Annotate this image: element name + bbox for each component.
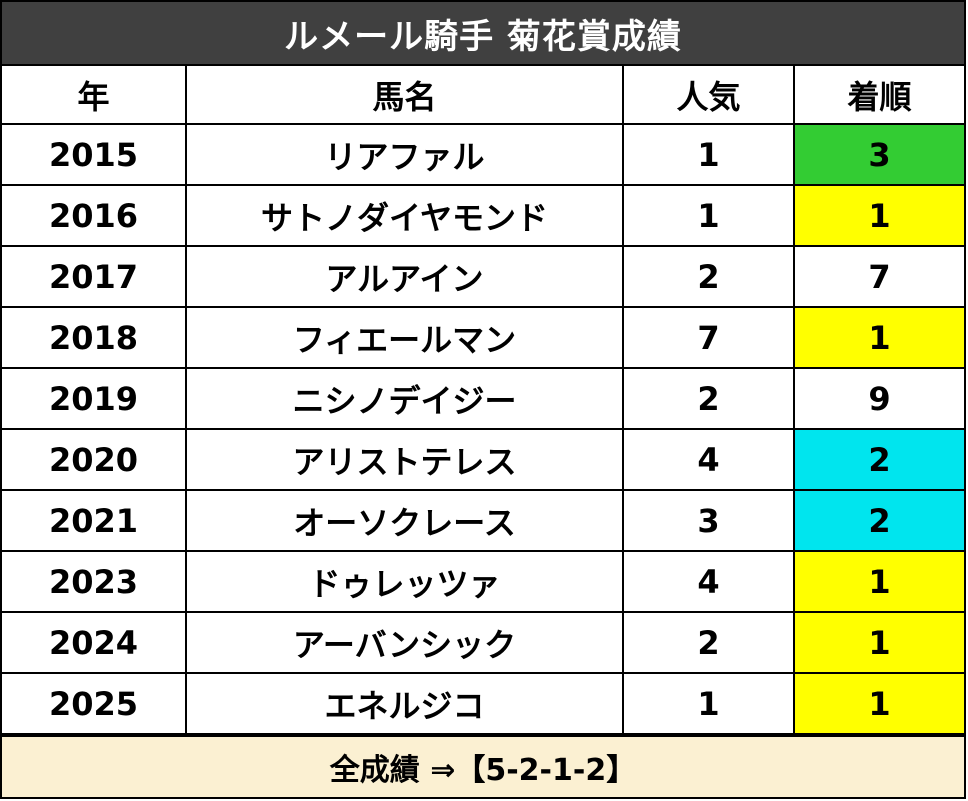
cell-popularity: 3 <box>622 489 795 552</box>
cell-popularity: 1 <box>622 184 795 247</box>
results-table: 年 馬名 人気 着順 2015 リアファル 1 3 2016 サトノダイヤモンド… <box>2 66 964 735</box>
cell-horse: アリストテレス <box>185 428 624 491</box>
cell-year: 2017 <box>2 245 187 308</box>
cell-year: 2015 <box>2 123 187 186</box>
sheet-title: ルメール騎手 菊花賞成績 <box>2 0 964 66</box>
cell-year: 2024 <box>2 611 187 674</box>
table-row: 2021 オーソクレース 3 2 <box>2 489 964 552</box>
header-popularity: 人気 <box>622 66 795 125</box>
cell-year: 2025 <box>2 672 187 735</box>
cell-horse: フィエールマン <box>185 306 624 369</box>
table-row: 2015 リアファル 1 3 <box>2 123 964 186</box>
cell-finish: 1 <box>793 550 964 613</box>
table-row: 2018 フィエールマン 7 1 <box>2 306 964 369</box>
table-row: 2019 ニシノデイジー 2 9 <box>2 367 964 430</box>
cell-horse: リアファル <box>185 123 624 186</box>
cell-popularity: 4 <box>622 550 795 613</box>
cell-popularity: 2 <box>622 367 795 430</box>
cell-finish: 2 <box>793 489 964 552</box>
cell-finish: 1 <box>793 672 964 735</box>
cell-finish: 9 <box>793 367 964 430</box>
cell-horse: アーバンシック <box>185 611 624 674</box>
cell-finish: 3 <box>793 123 964 186</box>
cell-year: 2016 <box>2 184 187 247</box>
table-row: 2024 アーバンシック 2 1 <box>2 611 964 674</box>
cell-horse: ニシノデイジー <box>185 367 624 430</box>
cell-popularity: 1 <box>622 123 795 186</box>
header-year: 年 <box>2 66 187 125</box>
total-record-footer: 全成績 ⇒【5-2-1-2】 <box>2 735 964 797</box>
cell-finish: 1 <box>793 306 964 369</box>
cell-horse: オーソクレース <box>185 489 624 552</box>
cell-horse: アルアイン <box>185 245 624 308</box>
header-finish: 着順 <box>793 66 964 125</box>
table-row: 2020 アリストテレス 4 2 <box>2 428 964 491</box>
cell-finish: 1 <box>793 611 964 674</box>
cell-popularity: 7 <box>622 306 795 369</box>
table-row: 2016 サトノダイヤモンド 1 1 <box>2 184 964 247</box>
header-horse: 馬名 <box>185 66 624 125</box>
cell-year: 2019 <box>2 367 187 430</box>
cell-finish: 1 <box>793 184 964 247</box>
cell-popularity: 4 <box>622 428 795 491</box>
cell-finish: 7 <box>793 245 964 308</box>
cell-year: 2020 <box>2 428 187 491</box>
table-row: 2017 アルアイン 2 7 <box>2 245 964 308</box>
cell-horse: ドゥレッツァ <box>185 550 624 613</box>
cell-year: 2018 <box>2 306 187 369</box>
table-row: 2023 ドゥレッツァ 4 1 <box>2 550 964 613</box>
cell-popularity: 1 <box>622 672 795 735</box>
cell-year: 2021 <box>2 489 187 552</box>
header-row: 年 馬名 人気 着順 <box>2 66 964 125</box>
cell-horse: サトノダイヤモンド <box>185 184 624 247</box>
cell-finish: 2 <box>793 428 964 491</box>
cell-horse: エネルジコ <box>185 672 624 735</box>
table-row: 2025 エネルジコ 1 1 <box>2 672 964 735</box>
cell-popularity: 2 <box>622 245 795 308</box>
cell-popularity: 2 <box>622 611 795 674</box>
cell-year: 2023 <box>2 550 187 613</box>
